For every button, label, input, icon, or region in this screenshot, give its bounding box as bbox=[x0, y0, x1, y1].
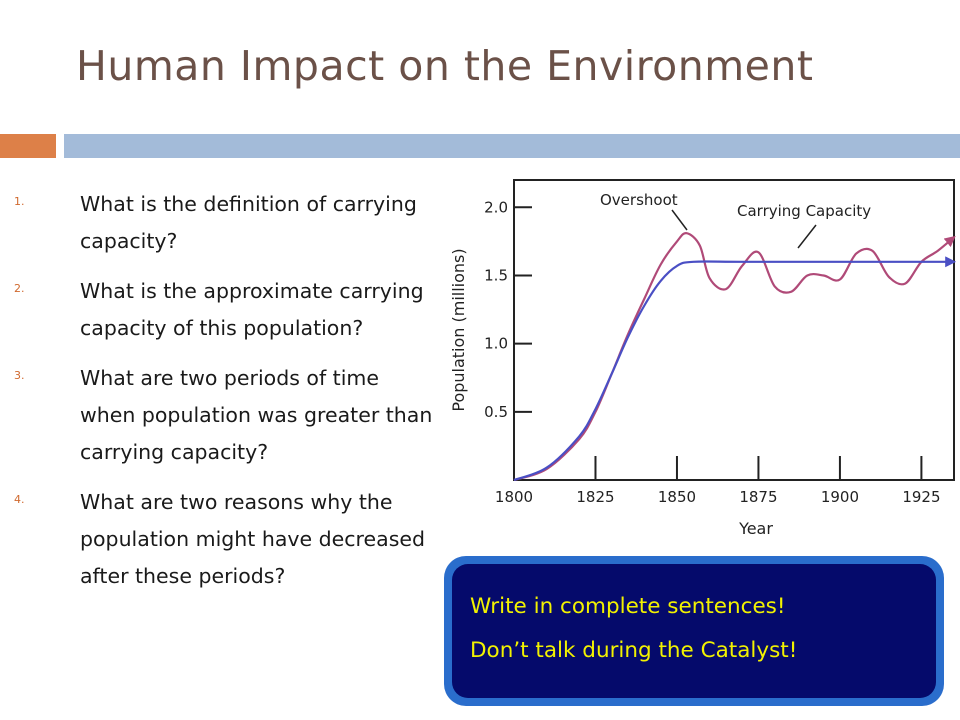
series-line bbox=[513, 256, 956, 482]
question-item: 2. What is the approximate carrying capa… bbox=[14, 273, 434, 347]
callout-body: Write in complete sentences! Don’t talk … bbox=[452, 564, 936, 698]
question-text: What are two reasons why the population … bbox=[80, 490, 425, 588]
annotation-pointer bbox=[797, 224, 817, 249]
population-chart: 0.5 1.0 1.5 2.0 1800 1825 1850 1875 1900 1925 Year… bbox=[440, 178, 956, 544]
question-list: 1. What is the definition of carrying ca… bbox=[14, 186, 434, 608]
question-text: What is the approximate carrying capacit… bbox=[80, 279, 424, 340]
question-item: 4. What are two reasons why the populati… bbox=[14, 484, 434, 595]
x-tick-label: 1800 bbox=[495, 488, 533, 506]
y-tick-label: 2.0 bbox=[484, 198, 508, 216]
x-axis-label: Year bbox=[738, 519, 773, 538]
plot-frame bbox=[513, 179, 955, 481]
question-text: What is the definition of carrying capac… bbox=[80, 192, 417, 253]
y-axis-label: Population (millions) bbox=[449, 248, 468, 411]
slide-title: Human Impact on the Environment bbox=[76, 42, 814, 90]
x-tick-label: 1850 bbox=[658, 488, 696, 506]
annotation-pointer bbox=[671, 209, 688, 231]
chart-svg: 0.5 1.0 1.5 2.0 1800 1825 1850 1875 1900 1925 Year… bbox=[449, 179, 956, 538]
question-item: 1. What is the definition of carrying ca… bbox=[14, 186, 434, 260]
question-text: What are two periods of time when popula… bbox=[80, 366, 433, 464]
x-tick-label: 1875 bbox=[739, 488, 777, 506]
x-tick-label: 1925 bbox=[902, 488, 940, 506]
question-number: 1. bbox=[14, 195, 25, 208]
annotation-carrying-capacity: Carrying Capacity bbox=[737, 202, 871, 220]
accent-bar-orange bbox=[0, 134, 56, 158]
question-number: 3. bbox=[14, 369, 25, 382]
accent-bar-blue bbox=[64, 134, 960, 158]
series-line bbox=[513, 232, 956, 482]
y-tick-label: 1.0 bbox=[484, 335, 508, 353]
y-tick-label: 1.5 bbox=[484, 266, 508, 284]
x-tick-label: 1900 bbox=[821, 488, 859, 506]
question-number: 2. bbox=[14, 282, 25, 295]
question-number: 4. bbox=[14, 493, 25, 506]
annotation-overshoot: Overshoot bbox=[600, 191, 678, 209]
callout-line-sentences: Write in complete sentences! bbox=[470, 594, 786, 619]
callout-line-talk: Don’t talk during the Catalyst! bbox=[470, 638, 798, 663]
x-tick-label: 1825 bbox=[576, 488, 614, 506]
reminder-callout: Write in complete sentences! Don’t talk … bbox=[444, 556, 944, 706]
question-item: 3. What are two periods of time when pop… bbox=[14, 360, 434, 471]
y-tick-label: 0.5 bbox=[484, 403, 508, 421]
